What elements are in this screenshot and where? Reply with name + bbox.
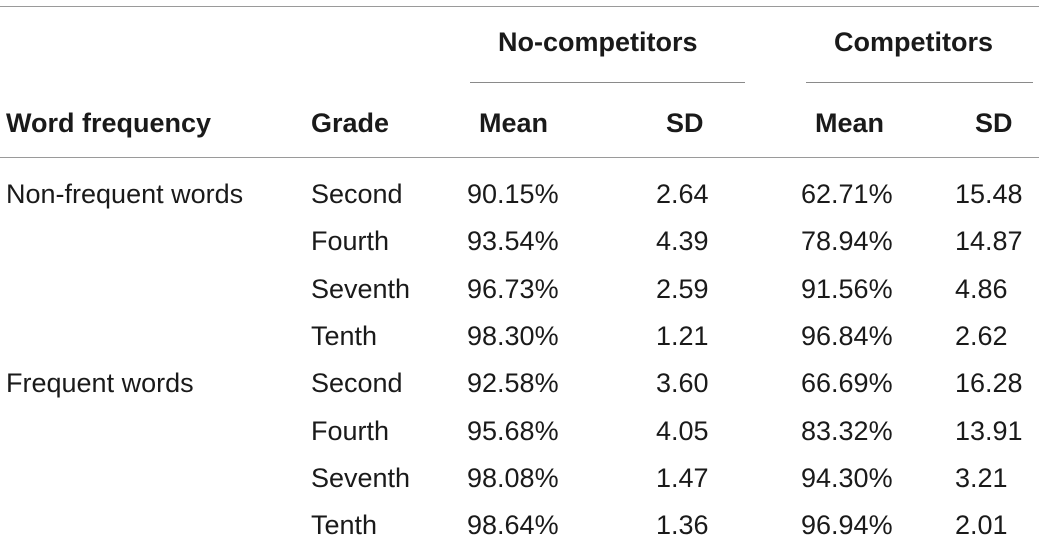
competitors-mean-cell: 91.56% bbox=[801, 273, 893, 304]
competitors-mean-cell: 78.94% bbox=[801, 226, 893, 257]
column-header-competitors-mean: Mean bbox=[815, 108, 885, 138]
no-competitors-mean-cell: 90.15% bbox=[467, 179, 559, 209]
no-competitors-mean-cell: 98.08% bbox=[467, 462, 559, 493]
table-top-rule bbox=[0, 6, 1039, 7]
grade-cell: Seventh bbox=[311, 462, 411, 493]
no-competitors-sd-cell: 4.39 bbox=[656, 226, 709, 257]
no-competitors-group-rule bbox=[470, 82, 745, 83]
column-header-no-competitors-mean: Mean bbox=[479, 108, 549, 138]
competitors-sd-cell: 16.28 bbox=[955, 368, 1023, 399]
competitors-mean-cell: 66.69% bbox=[801, 368, 893, 399]
no-competitors-mean-cell: 93.54% bbox=[467, 226, 559, 257]
grade-cell: Fourth bbox=[311, 415, 390, 446]
no-competitors-mean-cell: 98.30% bbox=[467, 320, 559, 351]
group-header-competitors: Competitors bbox=[834, 27, 994, 57]
competitors-group-rule bbox=[806, 82, 1033, 83]
header-bottom-rule bbox=[0, 157, 1039, 158]
grade-cell: Seventh bbox=[311, 273, 411, 304]
competitors-mean-cell: 83.32% bbox=[801, 415, 893, 446]
competitors-sd-cell: 14.87 bbox=[955, 226, 1023, 257]
competitors-mean-cell: 94.30% bbox=[801, 462, 893, 493]
group-header-no-competitors: No-competitors bbox=[498, 27, 698, 57]
no-competitors-sd-cell: 1.36 bbox=[656, 510, 709, 541]
word-frequency-cell: Non-frequent words bbox=[6, 179, 244, 209]
no-competitors-sd-cell: 1.47 bbox=[656, 462, 709, 493]
competitors-sd-cell: 13.91 bbox=[955, 415, 1023, 446]
no-competitors-sd-cell: 4.05 bbox=[656, 415, 709, 446]
no-competitors-mean-cell: 95.68% bbox=[467, 415, 559, 446]
no-competitors-sd-cell: 2.59 bbox=[656, 273, 709, 304]
column-header-competitors-sd: SD bbox=[975, 108, 1013, 138]
no-competitors-mean-cell: 92.58% bbox=[467, 368, 559, 399]
no-competitors-sd-cell: 3.60 bbox=[656, 368, 709, 399]
competitors-mean-cell: 62.71% bbox=[801, 179, 893, 209]
grade-cell: Tenth bbox=[311, 510, 378, 541]
no-competitors-sd-cell: 1.21 bbox=[656, 320, 709, 351]
word-frequency-cell: Frequent words bbox=[6, 368, 194, 399]
competitors-sd-cell: 2.01 bbox=[955, 510, 1008, 541]
column-header-word-frequency: Word frequency bbox=[6, 108, 212, 138]
competitors-sd-cell: 2.62 bbox=[955, 320, 1008, 351]
no-competitors-mean-cell: 96.73% bbox=[467, 273, 559, 304]
grade-cell: Second bbox=[311, 368, 403, 399]
no-competitors-sd-cell: 2.64 bbox=[656, 179, 709, 209]
grade-cell: Second bbox=[311, 179, 403, 209]
grade-cell: Tenth bbox=[311, 320, 378, 351]
competitors-mean-cell: 96.94% bbox=[801, 510, 893, 541]
competitors-sd-cell: 3.21 bbox=[955, 462, 1008, 493]
column-header-grade: Grade bbox=[311, 108, 390, 138]
grade-cell: Fourth bbox=[311, 226, 390, 257]
no-competitors-mean-cell: 98.64% bbox=[467, 510, 559, 541]
competitors-sd-cell: 15.48 bbox=[955, 179, 1023, 209]
competitors-sd-cell: 4.86 bbox=[955, 273, 1008, 304]
competitors-mean-cell: 96.84% bbox=[801, 320, 893, 351]
column-header-no-competitors-sd: SD bbox=[666, 108, 704, 138]
